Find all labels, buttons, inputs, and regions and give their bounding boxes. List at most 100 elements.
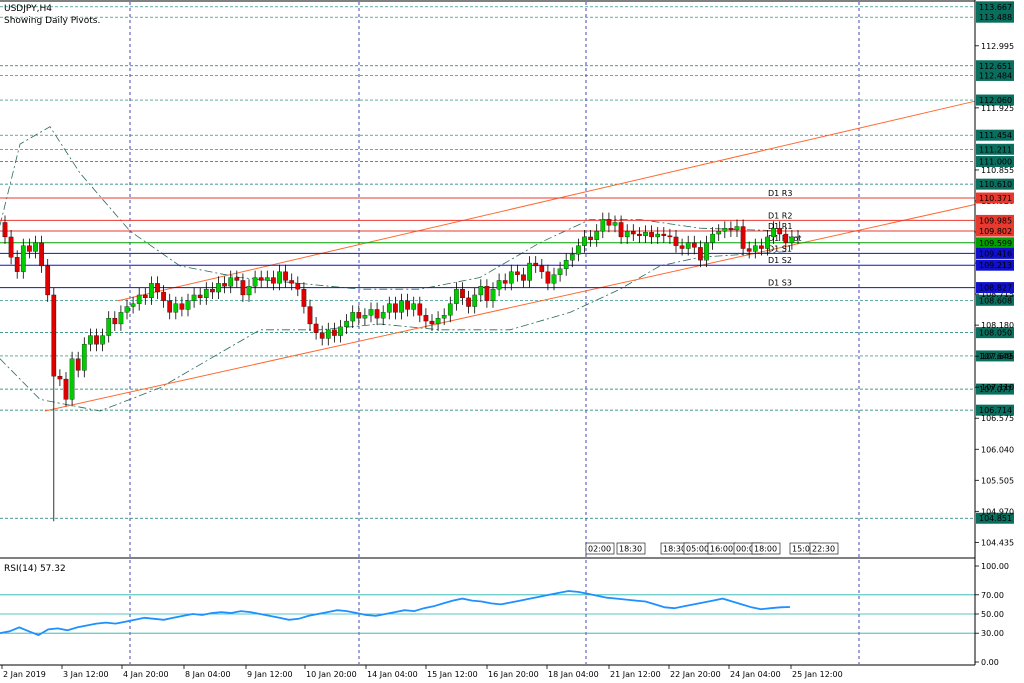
candle-body <box>716 230 722 235</box>
x-tick-label: 9 Jan 12:00 <box>247 670 293 679</box>
candle-body <box>246 286 252 296</box>
candle-body <box>527 262 532 281</box>
rsi-line <box>0 590 791 637</box>
candle-body <box>344 320 349 328</box>
candle-body <box>447 303 453 316</box>
candle-body <box>521 274 526 281</box>
candle-body <box>240 280 246 296</box>
candle-body <box>417 303 423 316</box>
candle-body <box>20 245 26 272</box>
candle-body <box>106 318 112 336</box>
pivot-label: D1 S3 <box>768 279 792 288</box>
candle-body <box>557 268 563 275</box>
level-price-label: 111.000 <box>979 158 1012 167</box>
level-price-box <box>976 294 1014 306</box>
candle-body <box>191 294 197 301</box>
x-tick-label: 10 Jan 20:00 <box>306 670 357 679</box>
y-tick-label: 112.995 <box>981 42 1014 51</box>
candle-body <box>771 228 776 238</box>
candle-body <box>374 309 380 319</box>
level-price-box <box>976 383 1014 395</box>
candles <box>2 212 801 522</box>
x-tick-label: 15 Jan 12:00 <box>427 670 478 679</box>
candle-body <box>454 289 459 304</box>
y-tick-label: 106.040 <box>981 445 1014 454</box>
candle-body <box>734 226 740 231</box>
candle-body <box>380 312 386 319</box>
y-tick-label: 110.855 <box>981 166 1014 175</box>
candle-body <box>545 271 551 284</box>
candle-body <box>271 277 276 284</box>
candle-body <box>563 259 569 269</box>
x-tick-label: 16 Jan 20:00 <box>488 670 539 679</box>
level-price-box <box>976 94 1014 106</box>
session-label: 18:30 <box>619 545 642 554</box>
level-price-label: 111.454 <box>979 131 1012 140</box>
candle-body <box>197 294 203 299</box>
candle-body <box>167 300 173 313</box>
x-tick-label: 4 Jan 20:00 <box>123 670 169 679</box>
pivot-price-label: 110.371 <box>979 194 1012 203</box>
candle-body <box>508 271 514 284</box>
candle-body <box>356 312 362 319</box>
rsi-tick-label: 100.00 <box>981 562 1009 571</box>
candle-body <box>301 289 307 307</box>
candle-body <box>155 283 160 293</box>
rsi-panel <box>0 590 975 637</box>
candle-body <box>740 226 746 249</box>
candle-body <box>667 235 673 238</box>
candle-body <box>14 257 20 272</box>
pivot-label: D1 R2 <box>768 211 792 220</box>
session-label: 00:00 <box>736 545 759 554</box>
candle-body <box>478 286 484 296</box>
candle-body <box>600 219 606 232</box>
level-price-box <box>976 11 1014 23</box>
candle-body <box>313 323 319 333</box>
level-price-box <box>976 143 1014 155</box>
candle-body <box>649 232 654 238</box>
candle-body <box>39 242 44 267</box>
x-tick-label: 21 Jan 12:00 <box>610 670 661 679</box>
candle-body <box>472 294 478 307</box>
candle-body <box>539 265 545 272</box>
session-box <box>809 542 839 555</box>
level-price-label: 106.714 <box>979 406 1012 415</box>
candle-body <box>533 262 539 267</box>
pivot-price-box <box>976 282 1014 294</box>
y-tick-label: 108.180 <box>981 321 1014 330</box>
candle-body <box>216 283 221 293</box>
level-price-label: 107.077 <box>979 385 1012 394</box>
candle-body <box>435 318 441 325</box>
pivot-label: D1 S2 <box>768 256 792 265</box>
candle-body <box>112 318 118 325</box>
x-tick-label: 14 Jan 04:00 <box>367 670 418 679</box>
candle-body <box>33 242 38 252</box>
candle-body <box>8 236 14 258</box>
candle-body <box>752 245 758 252</box>
y-tick-label: 108.715 <box>981 290 1014 299</box>
level-price-box <box>976 404 1014 416</box>
candle-body <box>228 277 234 287</box>
candle-body <box>88 335 93 345</box>
upper-trendline <box>117 100 976 302</box>
pivot-subtitle: Showing Daily Pivots. <box>4 16 100 26</box>
candle-body <box>765 236 770 249</box>
candle-body <box>94 335 99 345</box>
level-price-box <box>976 350 1014 362</box>
candle-body <box>441 315 447 319</box>
candle-body <box>295 283 301 290</box>
candle-body <box>551 274 557 284</box>
time-axis: 2 Jan 2019 3 Jan 12:00 4 Jan 20:00 8 Jan 04… <box>1 665 843 679</box>
rsi-tick-label: 70.00 <box>981 591 1004 600</box>
rsi-title: RSI(14) 57.32 <box>4 564 66 574</box>
candle-body <box>252 277 258 287</box>
candle-body <box>325 329 331 339</box>
level-price-box <box>976 512 1014 524</box>
candle-body <box>27 245 32 252</box>
candle-body <box>179 303 185 310</box>
candle-body <box>283 271 288 281</box>
candle-body <box>691 242 697 248</box>
